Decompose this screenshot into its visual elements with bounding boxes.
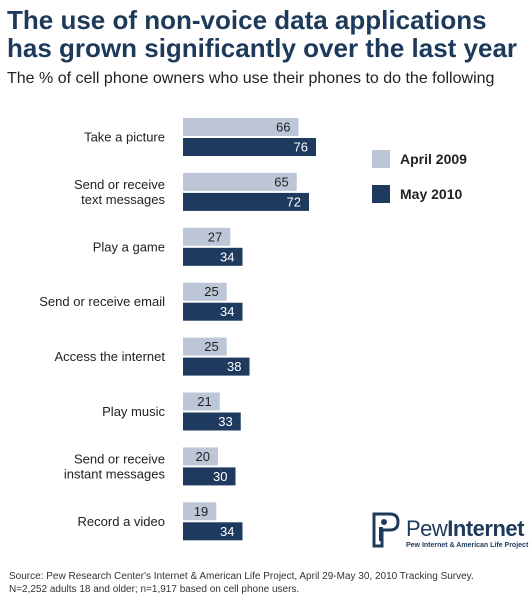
bar-april-2009 [183,172,297,191]
category-label: Record a video [78,514,165,529]
category-label: Access the internet [54,349,165,364]
data-label: 72 [287,194,301,209]
data-label: 27 [208,229,222,244]
data-label: 20 [196,449,210,464]
data-label: 34 [220,524,234,539]
data-label: 19 [194,504,208,519]
category-label: Play a game [93,239,165,254]
source-line-1: Source: Pew Research Center's Internet &… [9,571,474,582]
source-line-2: N=2,252 adults 18 and older; n=1,917 bas… [9,584,300,595]
bar-april-2009 [183,227,231,246]
logo-name-bold: Internet [447,516,524,541]
chart-subtitle: The % of cell phone owners who use their… [7,70,495,87]
bar-april-2009 [183,118,299,136]
data-label: 30 [213,469,227,484]
logo-tagline: Pew Internet & American Life Project [406,542,529,549]
data-label: 76 [294,140,308,155]
bar-april-2009 [183,392,220,411]
data-label: 33 [218,414,232,429]
legend-swatch [372,150,390,168]
pew-logo-mark-icon [372,512,400,548]
data-label: 34 [220,304,234,319]
category-label: Send or receive email [39,294,165,309]
category-label: Send or receive [74,451,165,466]
legend-label: April 2009 [400,151,467,167]
title-line-1: The use of non-voice data applications [7,5,487,35]
data-label: 38 [227,359,241,374]
pew-internet-logo: PewInternet Pew Internet & American Life… [368,510,528,555]
logo-name-light: Pew [406,516,448,541]
bar-april-2009 [183,282,227,301]
category-label: text messages [81,192,165,207]
data-label: 66 [276,120,290,135]
category-label: Send or receive [74,177,165,192]
bar-may-2010 [183,192,309,211]
bar-april-2009 [183,337,227,356]
chart-title: The use of non-voice data applications h… [7,6,527,62]
bar-may-2010 [183,247,243,266]
bar-april-2009 [183,447,218,466]
bar-may-2010 [183,138,316,156]
data-label: 34 [220,249,234,264]
source-note: Source: Pew Research Center's Internet &… [9,570,524,596]
bar-may-2010 [183,412,241,431]
bar-april-2009 [183,502,217,521]
bar-may-2010 [183,522,243,541]
logo-name: PewInternet [406,516,524,542]
data-label: 21 [197,394,211,409]
category-label: Play music [102,404,165,419]
data-label: 25 [204,339,218,354]
data-label: 65 [274,174,288,189]
legend-swatch [372,185,390,203]
title-line-2: has grown significantly over the last ye… [7,33,518,63]
bar-may-2010 [183,467,236,486]
bar-may-2010 [183,302,243,321]
data-label: 25 [204,284,218,299]
legend-label: May 2010 [400,186,462,202]
category-label: Take a picture [84,130,165,145]
category-label: instant messages [64,466,166,481]
bar-may-2010 [183,357,250,376]
